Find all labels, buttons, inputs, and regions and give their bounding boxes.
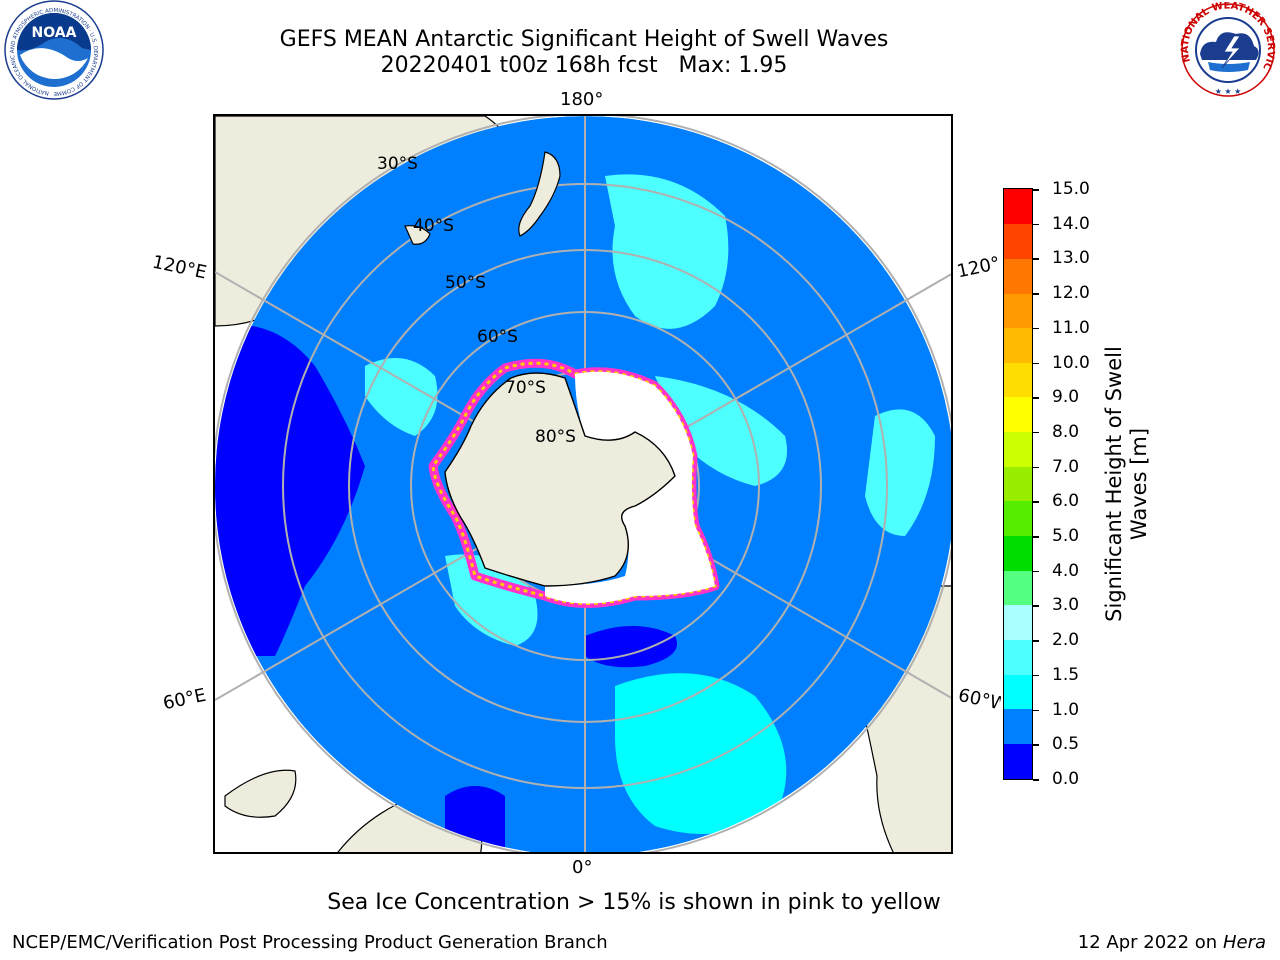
colorbar-tick-label: 0.0 [1052, 769, 1080, 789]
colorbar-tick [1033, 431, 1039, 434]
colorbar-tick [1033, 258, 1039, 260]
colorbar-tick [1033, 605, 1039, 607]
colorbar-tick-label: 5.0 [1052, 526, 1080, 547]
lat-label-30s: 30°S [377, 154, 418, 174]
colorbar-segment [1004, 431, 1032, 467]
colorbar-segment [1004, 223, 1032, 259]
lat-label-70s: 70°S [505, 378, 546, 398]
colorbar-tick [1033, 744, 1039, 746]
polar-map-canvas: 30°S 40°S 50°S 60°S 70°S 80°S [215, 116, 951, 852]
lon-label-0: 0° [572, 857, 593, 878]
colorbar-tick-label: 15.0 [1052, 179, 1090, 199]
colorbar [1003, 188, 1033, 780]
swell-region-cyan-bottom [615, 673, 787, 834]
colorbar-segment [1004, 466, 1032, 502]
chart-title: GEFS MEAN Antarctic Significant Height o… [279, 27, 889, 52]
colorbar-tick [1033, 466, 1039, 469]
colorbar-tick [1033, 570, 1039, 573]
colorbar-tick [1033, 779, 1039, 781]
colorbar-tick-label: 14.0 [1052, 213, 1090, 234]
colorbar-tick-label: 9.0 [1052, 387, 1080, 408]
polar-map: 30°S 40°S 50°S 60°S 70°S 80°S [213, 114, 953, 854]
colorbar-tick [1033, 709, 1039, 712]
colorbar-segment [1004, 570, 1032, 606]
colorbar-segment [1004, 604, 1032, 640]
colorbar-segment [1004, 708, 1032, 744]
colorbar-tick [1033, 536, 1039, 538]
colorbar-tick-label: 4.0 [1052, 560, 1080, 581]
colorbar-tick [1033, 397, 1039, 399]
colorbar-tick [1033, 674, 1039, 677]
colorbar-tick [1033, 189, 1039, 191]
colorbar-segment [1004, 189, 1032, 225]
colorbar-tick [1033, 327, 1039, 330]
colorbar-tick-label: 12.0 [1052, 283, 1090, 304]
land-madagascar [224, 769, 297, 818]
colorbar-segment [1004, 674, 1032, 710]
lon-label-60e: 60°E [161, 684, 208, 715]
antarctica [428, 358, 720, 608]
lat-label-80s: 80°S [535, 427, 576, 447]
colorbar-tick [1033, 640, 1039, 642]
lon-label-180: 180° [560, 89, 604, 110]
colorbar-title-line2: Waves [m] [1127, 427, 1151, 541]
lon-label-60w: 60°W [956, 685, 1002, 715]
colorbar-tick [1033, 501, 1039, 503]
swell-region-cyan-top [605, 174, 729, 329]
colorbar-segment [1004, 292, 1032, 329]
colorbar-segment [1004, 639, 1032, 675]
lon-label-120e: 120°E [150, 251, 209, 284]
colorbar-tick-label: 8.0 [1052, 421, 1080, 442]
colorbar-tick-label: 7.0 [1052, 456, 1080, 477]
colorbar-tick [1033, 223, 1039, 226]
colorbar-segment [1004, 396, 1032, 433]
nws-logo: NATIONAL WEATHER SERVICE ★ ★ ★ [1178, 2, 1276, 97]
colorbar-tick-label: 13.0 [1052, 248, 1090, 269]
swell-region-low-west [215, 324, 365, 656]
colorbar-segment [1004, 500, 1032, 537]
colorbar-segment [1004, 362, 1032, 398]
chart-subtitle: 20220401 t00z 168h fcst Max: 1.95 [380, 53, 788, 78]
colorbar-tick-label: 2.0 [1052, 630, 1080, 651]
colorbar-segment [1004, 258, 1032, 294]
colorbar-segment [1004, 535, 1032, 571]
colorbar-title: Significant Height of Swell Waves [m] [1102, 274, 1152, 694]
land-antarctica [444, 372, 676, 587]
colorbar-tick-label: 0.5 [1052, 734, 1080, 755]
branch-credit: NCEP/EMC/Verification Post Processing Pr… [12, 932, 608, 953]
run-system: Hera [1222, 932, 1266, 953]
colorbar-tick-label: 3.0 [1052, 595, 1080, 616]
land-new-zealand [518, 151, 561, 237]
colorbar-tick-label: 6.0 [1052, 491, 1080, 512]
land-tasmania [404, 225, 431, 245]
colorbar-title-line1: Significant Height of Swell [1102, 346, 1126, 622]
run-date: 12 Apr 2022 on [1077, 932, 1223, 953]
colorbar-tick [1033, 362, 1039, 365]
lat-label-60s: 60°S [477, 327, 518, 347]
colorbar-segment [1004, 327, 1032, 363]
run-info: 12 Apr 2022 on Hera [1078, 932, 1266, 953]
noaa-logo: NOAA NATIONAL OCEANIC AND ATMOSPHERIC AD… [2, 0, 104, 100]
lat-label-50s: 50°S [445, 273, 486, 293]
colorbar-tick [1033, 293, 1039, 295]
lon-label-120w: 120°W [955, 253, 1003, 283]
swell-region-cyan-left [365, 358, 438, 436]
swell-region-low-south [585, 626, 677, 668]
lat-label-40s: 40°S [413, 216, 454, 236]
colorbar-tick-label: 1.0 [1052, 699, 1080, 720]
swell-region-cyan-far-right [865, 409, 935, 536]
sea-ice-note: Sea Ice Concentration > 15% is shown in … [327, 890, 941, 915]
swell-region-cyan-right [655, 376, 787, 486]
nws-stars: ★ ★ ★ [1215, 87, 1242, 96]
colorbar-segment [1004, 743, 1032, 779]
colorbar-tick-label: 11.0 [1052, 317, 1090, 338]
noaa-logo-text: NOAA [32, 25, 77, 41]
colorbar-tick-label: 1.5 [1052, 664, 1080, 685]
colorbar-tick-label: 10.0 [1052, 352, 1090, 373]
